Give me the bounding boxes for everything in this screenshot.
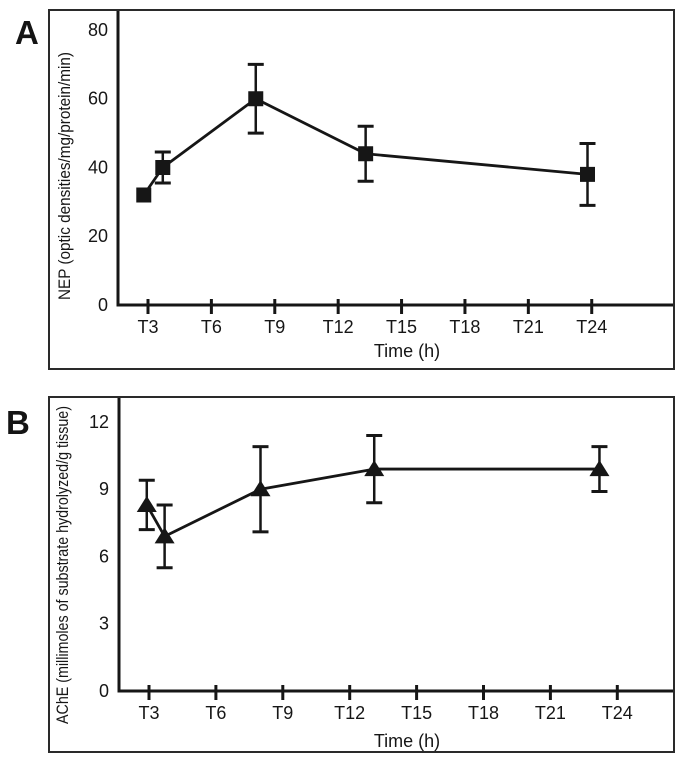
- svg-text:3: 3: [99, 614, 109, 634]
- nep-line-chart: T3 T6 T9 T12 T15 T18 T21 T24 0 20 40 60 80 Time (h) NE…: [55, 11, 673, 361]
- svg-text:80: 80: [88, 20, 108, 40]
- panel-b-letter: B: [6, 404, 30, 441]
- svg-text:T6: T6: [201, 317, 222, 337]
- ache-line-chart: T3 T6 T9 T12 T15 T18 T21 T24 0 3 6 9 12 Time (h) AChE …: [53, 398, 673, 751]
- svg-text:0: 0: [98, 295, 108, 315]
- svg-text:T21: T21: [535, 703, 566, 723]
- svg-text:60: 60: [88, 89, 108, 109]
- svg-text:T24: T24: [576, 317, 607, 337]
- svg-text:12: 12: [89, 412, 109, 432]
- nep-chart-box: T3 T6 T9 T12 T15 T18 T21 T24 0 20 40 60 80 Time (h) NE…: [48, 9, 675, 370]
- ache-chart-box: T3 T6 T9 T12 T15 T18 T21 T24 0 3 6 9 12 Time (h) AChE …: [48, 396, 675, 753]
- svg-text:Time (h): Time (h): [374, 731, 440, 751]
- svg-text:AChE (millimoles of substrate: AChE (millimoles of substrate hydrolyzed…: [53, 406, 72, 724]
- svg-text:40: 40: [88, 157, 108, 177]
- svg-text:T12: T12: [334, 703, 365, 723]
- svg-text:T9: T9: [272, 703, 293, 723]
- svg-text:0: 0: [99, 681, 109, 701]
- svg-text:T21: T21: [513, 317, 544, 337]
- svg-text:T9: T9: [264, 317, 285, 337]
- svg-text:20: 20: [88, 226, 108, 246]
- svg-text:T18: T18: [449, 317, 480, 337]
- svg-text:T18: T18: [468, 703, 499, 723]
- svg-text:NEP (optic densities/mg/protei: NEP (optic densities/mg/protein/min): [55, 52, 74, 300]
- svg-text:T12: T12: [323, 317, 354, 337]
- svg-text:Time (h): Time (h): [374, 341, 440, 361]
- svg-text:T15: T15: [401, 703, 432, 723]
- svg-text:T6: T6: [205, 703, 226, 723]
- svg-text:6: 6: [99, 546, 109, 566]
- panel-a-letter: A: [15, 14, 39, 51]
- svg-text:T24: T24: [602, 703, 633, 723]
- svg-text:T15: T15: [386, 317, 417, 337]
- svg-text:9: 9: [99, 479, 109, 499]
- svg-text:T3: T3: [137, 317, 158, 337]
- svg-text:T3: T3: [138, 703, 159, 723]
